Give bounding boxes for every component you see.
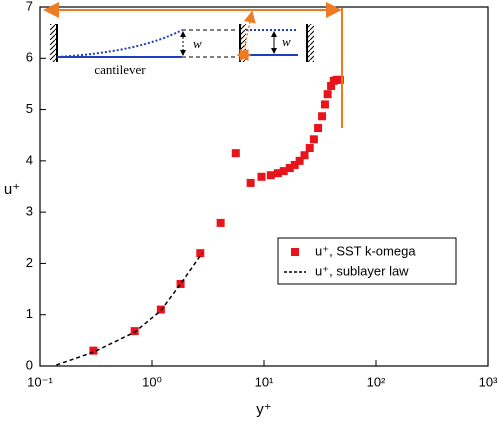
data-point <box>279 167 288 176</box>
data-point <box>89 346 98 355</box>
x-tick-label: 10⁰ <box>142 374 162 389</box>
y-tick-label: 3 <box>26 204 33 219</box>
data-point <box>231 149 240 158</box>
y-tick-label: 0 <box>26 357 33 372</box>
data-point <box>290 160 299 169</box>
data-point <box>257 172 266 181</box>
data-point <box>323 90 332 99</box>
data-point <box>327 81 336 90</box>
inset-label: cantilever <box>94 62 146 77</box>
legend-label: u⁺, SST k-omega <box>315 243 416 258</box>
x-tick-label: 10⁻¹ <box>27 374 53 389</box>
data-line <box>56 252 203 366</box>
x-tick-label: 10² <box>367 374 386 389</box>
x-tick-label: 10¹ <box>255 374 274 389</box>
data-point <box>318 112 327 121</box>
y-tick-label: 4 <box>26 152 33 167</box>
y-tick-label: 2 <box>26 255 33 270</box>
data-point <box>300 151 309 160</box>
y-tick-label: 6 <box>26 50 33 65</box>
legend-label: u⁺, sublayer law <box>315 263 409 278</box>
data-point <box>176 279 185 288</box>
data-point <box>216 218 225 227</box>
data-point <box>309 135 318 144</box>
data-point <box>295 156 304 165</box>
y-axis-label: u⁺ <box>4 181 20 198</box>
y-tick-label: 7 <box>26 0 33 13</box>
inset-w: w <box>193 36 202 51</box>
data-point <box>266 171 275 180</box>
plot-frame <box>39 6 489 367</box>
data-point <box>246 178 255 187</box>
legend <box>277 237 457 285</box>
data-point <box>196 249 205 258</box>
data-point <box>314 124 323 133</box>
data-point <box>130 327 139 336</box>
inset-w: w <box>282 34 291 49</box>
legend-marker <box>291 248 299 256</box>
y-tick-label: 1 <box>26 306 33 321</box>
data-point <box>285 164 294 173</box>
x-tick-label: 10³ <box>479 374 498 389</box>
y-tick-label: 5 <box>26 101 33 116</box>
data-point <box>305 144 314 153</box>
data-point <box>335 75 344 84</box>
data-point <box>273 169 282 178</box>
inset: cantilever w w <box>43 2 343 128</box>
data-point <box>320 100 329 109</box>
x-axis-label: y⁺ <box>256 401 271 418</box>
